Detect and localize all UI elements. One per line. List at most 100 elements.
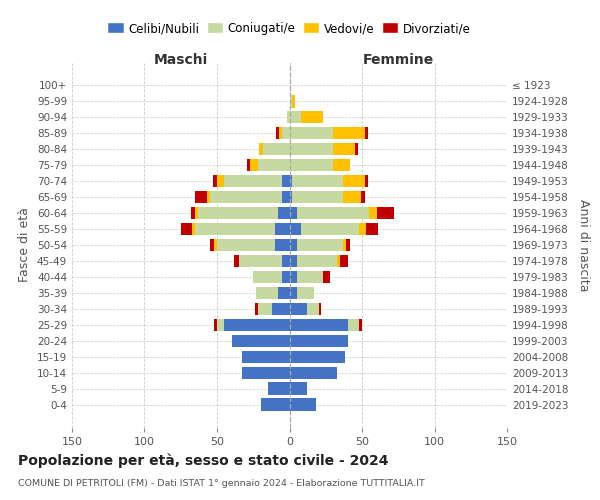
Bar [217, 239, 275, 251]
Legend: Celibi/Nubili, Coniugati/e, Vedovi/e, Divorziati/e: Celibi/Nubili, Coniugati/e, Vedovi/e, Di… [104, 18, 475, 40]
Bar [282, 127, 290, 140]
Bar [210, 239, 214, 251]
Bar [290, 143, 333, 156]
Bar [257, 159, 290, 172]
Bar [290, 270, 297, 283]
Bar [263, 143, 290, 156]
Bar [323, 270, 330, 283]
Bar [224, 175, 282, 188]
Bar [340, 254, 347, 267]
Bar [290, 127, 333, 140]
Bar [301, 111, 323, 124]
Bar [278, 286, 290, 299]
Bar [365, 175, 368, 188]
Bar [292, 95, 295, 108]
Bar [290, 350, 344, 363]
Bar [232, 334, 290, 347]
Bar [193, 223, 195, 235]
Bar [307, 302, 319, 315]
Bar [195, 223, 275, 235]
Bar [253, 270, 282, 283]
Bar [359, 318, 362, 331]
Bar [247, 159, 250, 172]
Bar [377, 207, 394, 220]
Bar [290, 191, 292, 203]
Bar [181, 223, 193, 235]
Bar [250, 159, 257, 172]
Text: COMUNE DI PETRITOLI (FM) - Dati ISTAT 1° gennaio 2024 - Elaborazione TUTTITALIA.: COMUNE DI PETRITOLI (FM) - Dati ISTAT 1°… [18, 479, 425, 488]
Bar [290, 111, 301, 124]
Bar [275, 223, 290, 235]
Bar [365, 127, 368, 140]
Bar [195, 207, 198, 220]
Y-axis label: Anni di nascita: Anni di nascita [577, 198, 590, 291]
Text: Maschi: Maschi [154, 53, 208, 67]
Bar [290, 398, 316, 411]
Bar [290, 334, 347, 347]
Bar [290, 254, 297, 267]
Bar [242, 350, 290, 363]
Bar [217, 318, 224, 331]
Bar [369, 207, 377, 220]
Bar [191, 207, 195, 220]
Bar [290, 95, 292, 108]
Bar [268, 382, 290, 395]
Bar [198, 207, 278, 220]
Bar [290, 286, 297, 299]
Bar [297, 270, 323, 283]
Bar [257, 302, 272, 315]
Bar [272, 302, 290, 315]
Text: Femmine: Femmine [362, 53, 434, 67]
Bar [367, 223, 378, 235]
Bar [259, 143, 263, 156]
Bar [255, 302, 257, 315]
Bar [292, 191, 343, 203]
Bar [333, 143, 355, 156]
Bar [278, 207, 290, 220]
Bar [239, 254, 282, 267]
Bar [260, 398, 290, 411]
Bar [214, 239, 217, 251]
Bar [214, 318, 217, 331]
Bar [297, 254, 337, 267]
Bar [280, 127, 282, 140]
Bar [297, 286, 314, 299]
Bar [212, 175, 217, 188]
Bar [297, 207, 369, 220]
Bar [333, 127, 365, 140]
Bar [282, 254, 290, 267]
Bar [210, 191, 282, 203]
Bar [347, 318, 359, 331]
Bar [290, 302, 307, 315]
Bar [359, 223, 367, 235]
Bar [224, 318, 290, 331]
Bar [343, 191, 361, 203]
Bar [290, 175, 292, 188]
Bar [235, 254, 239, 267]
Bar [282, 191, 290, 203]
Bar [195, 191, 207, 203]
Bar [207, 191, 210, 203]
Bar [346, 239, 350, 251]
Bar [333, 159, 350, 172]
Bar [292, 175, 343, 188]
Bar [337, 254, 340, 267]
Bar [301, 223, 359, 235]
Bar [217, 175, 224, 188]
Bar [290, 382, 307, 395]
Bar [343, 239, 346, 251]
Bar [256, 286, 278, 299]
Bar [290, 223, 301, 235]
Bar [343, 175, 365, 188]
Bar [355, 143, 358, 156]
Bar [282, 270, 290, 283]
Bar [287, 111, 290, 124]
Bar [290, 318, 347, 331]
Bar [242, 366, 290, 379]
Bar [290, 207, 297, 220]
Bar [361, 191, 365, 203]
Y-axis label: Fasce di età: Fasce di età [19, 208, 31, 282]
Bar [290, 366, 337, 379]
Bar [275, 239, 290, 251]
Text: Popolazione per età, sesso e stato civile - 2024: Popolazione per età, sesso e stato civil… [18, 454, 389, 468]
